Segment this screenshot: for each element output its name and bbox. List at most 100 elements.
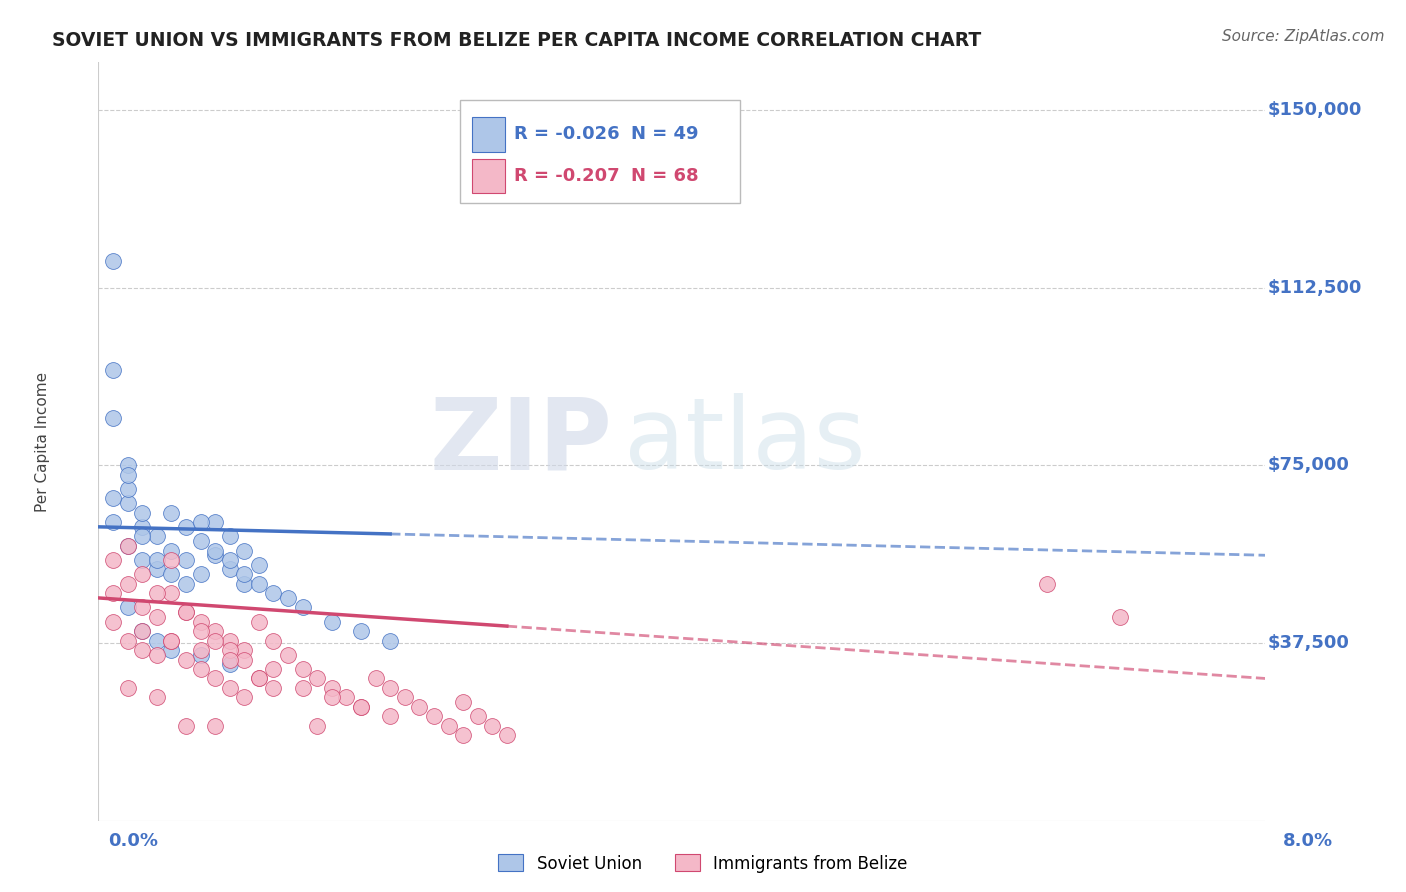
Point	[174, 652, 197, 666]
Text: $37,500: $37,500	[1268, 634, 1350, 652]
Point	[131, 553, 153, 567]
Point	[335, 690, 357, 705]
Point	[174, 719, 197, 733]
Point	[247, 672, 270, 686]
Point	[1108, 610, 1130, 624]
Point	[146, 529, 169, 543]
Point	[190, 662, 212, 676]
Point	[190, 624, 212, 639]
Point	[174, 553, 197, 567]
Point	[394, 690, 416, 705]
Text: Per Capita Income: Per Capita Income	[35, 371, 49, 512]
Point	[481, 719, 503, 733]
Point	[101, 515, 124, 529]
Text: N = 49: N = 49	[630, 126, 697, 144]
Point	[131, 506, 153, 520]
Point	[321, 681, 343, 695]
Point	[190, 534, 212, 549]
Bar	[472, 159, 505, 194]
Point	[101, 586, 124, 600]
Point	[117, 458, 139, 473]
Point	[146, 610, 169, 624]
Point	[174, 520, 197, 534]
Point	[146, 553, 169, 567]
Point	[117, 467, 139, 482]
Point	[131, 624, 153, 639]
Point	[437, 719, 460, 733]
Point	[101, 363, 124, 377]
Point	[101, 491, 124, 506]
Point	[117, 539, 139, 553]
Point	[131, 624, 153, 639]
Point	[131, 643, 153, 657]
Point	[218, 633, 240, 648]
Point	[307, 672, 329, 686]
Point	[291, 662, 314, 676]
Point	[262, 633, 284, 648]
Point	[233, 576, 256, 591]
Point	[190, 567, 212, 582]
Point	[204, 719, 226, 733]
Point	[408, 699, 430, 714]
Point	[117, 576, 139, 591]
Point	[174, 605, 197, 619]
Point	[146, 648, 169, 662]
Point	[380, 633, 402, 648]
Point	[262, 586, 284, 600]
Text: 8.0%: 8.0%	[1282, 831, 1333, 849]
Point	[131, 529, 153, 543]
Point	[291, 600, 314, 615]
Point	[262, 681, 284, 695]
Text: $75,000: $75,000	[1268, 456, 1350, 475]
Point	[233, 690, 256, 705]
Point	[247, 558, 270, 572]
Point	[218, 529, 240, 543]
Point	[117, 482, 139, 496]
Point	[467, 709, 489, 723]
Point	[218, 643, 240, 657]
Point	[204, 543, 226, 558]
Text: R = -0.026: R = -0.026	[513, 126, 620, 144]
Point	[117, 600, 139, 615]
Point	[451, 728, 474, 742]
Point	[146, 690, 169, 705]
Point	[160, 567, 183, 582]
Point	[247, 672, 270, 686]
Text: atlas: atlas	[624, 393, 865, 490]
Point	[218, 652, 240, 666]
Point	[233, 567, 256, 582]
Text: $150,000: $150,000	[1268, 101, 1362, 119]
Point	[350, 624, 373, 639]
Text: ZIP: ZIP	[429, 393, 612, 490]
Point	[204, 548, 226, 563]
Point	[218, 657, 240, 672]
Point	[350, 699, 373, 714]
Point	[146, 633, 169, 648]
FancyBboxPatch shape	[460, 101, 741, 202]
Point	[423, 709, 446, 723]
Point	[190, 615, 212, 629]
Point	[117, 633, 139, 648]
Point	[190, 515, 212, 529]
Point	[247, 615, 270, 629]
Point	[204, 515, 226, 529]
Point	[364, 672, 387, 686]
Point	[174, 605, 197, 619]
Point	[247, 576, 270, 591]
Point	[117, 539, 139, 553]
Point	[101, 254, 124, 268]
Point	[321, 690, 343, 705]
Point	[204, 624, 226, 639]
Point	[262, 662, 284, 676]
Point	[160, 506, 183, 520]
Point	[380, 681, 402, 695]
Point	[160, 543, 183, 558]
Point	[218, 553, 240, 567]
Point	[233, 543, 256, 558]
Text: 0.0%: 0.0%	[108, 831, 159, 849]
Point	[160, 633, 183, 648]
Point	[277, 591, 299, 605]
Point	[380, 709, 402, 723]
Point	[131, 520, 153, 534]
Text: SOVIET UNION VS IMMIGRANTS FROM BELIZE PER CAPITA INCOME CORRELATION CHART: SOVIET UNION VS IMMIGRANTS FROM BELIZE P…	[52, 30, 981, 50]
